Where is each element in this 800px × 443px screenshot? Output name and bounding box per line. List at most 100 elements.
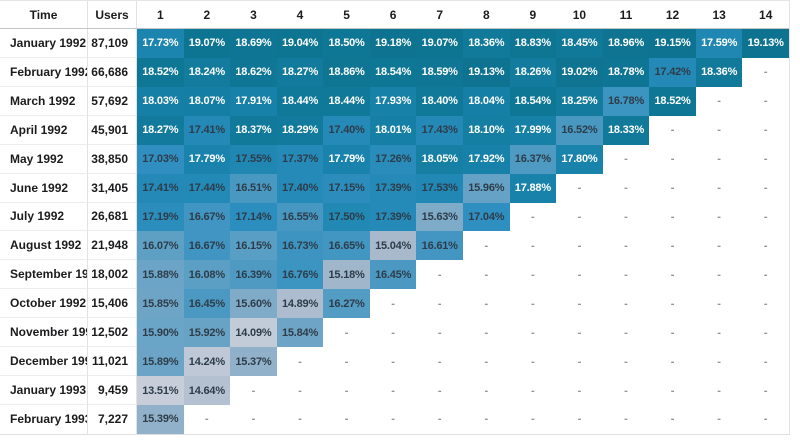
retention-cell: 16.45%	[369, 260, 417, 290]
empty-cell: -	[484, 268, 489, 281]
retention-cell: 17.99%	[509, 115, 557, 145]
table-row: August 1992 21,948 16.07% 16.67% 16.15% 16.73…	[0, 231, 789, 261]
empty-cell: -	[624, 268, 628, 281]
column-header-period: 14	[759, 7, 773, 22]
empty-cell: -	[670, 326, 675, 339]
column-header-period: 5	[343, 7, 350, 22]
empty-cell: -	[670, 210, 675, 223]
retention-cell: 17.91%	[230, 86, 277, 116]
retention-cell: 19.02%	[556, 57, 603, 87]
empty-cell: -	[251, 384, 256, 397]
users-cell: 11,021	[88, 347, 137, 377]
empty-cell: -	[624, 153, 628, 166]
retention-cell: 17.43%	[416, 115, 463, 145]
empty-cell: -	[531, 210, 535, 223]
empty-cell: -	[624, 297, 628, 310]
empty-cell: -	[531, 355, 535, 368]
retention-cell: 15.92%	[183, 318, 231, 348]
retention-cell: 16.07%	[137, 231, 184, 261]
retention-cell: 18.01%	[369, 115, 417, 145]
column-header-period: 13	[712, 7, 726, 22]
month-cell: December 1992	[0, 347, 88, 377]
empty-cell: -	[670, 384, 675, 397]
empty-cell: -	[717, 355, 721, 368]
empty-cell: -	[577, 413, 582, 426]
retention-cell: 13.51%	[137, 376, 184, 405]
empty-cell: -	[484, 326, 489, 339]
retention-cell: 19.07%	[183, 29, 231, 58]
empty-cell: -	[763, 297, 768, 310]
retention-cell: 17.41%	[137, 173, 184, 203]
users-cell: 66,686	[88, 57, 137, 87]
empty-cell: -	[437, 326, 442, 339]
column-header-period: 7	[436, 7, 444, 22]
table-row: November 199212,50215.90%15.92%14.09%15.…	[0, 318, 789, 348]
table-row: February 1993 7,227 15.39% - - - - - - - - - - - - -	[0, 404, 789, 434]
empty-cell: -	[577, 297, 582, 310]
month-cell: June 1992	[0, 173, 88, 203]
retention-cell: 15.90%	[137, 318, 184, 348]
empty-cell: -	[670, 297, 675, 310]
empty-cell: -	[577, 239, 582, 252]
empty-cell: -	[624, 182, 628, 195]
retention-cell: 18.37%	[230, 115, 277, 145]
table-row: July 1992 26,681 17.19% 16.67% 17.14% 16.55% 1…	[0, 202, 789, 232]
empty-cell: -	[484, 384, 489, 397]
empty-cell: -	[670, 182, 675, 195]
retention-cell: 18.25%	[556, 86, 603, 116]
retention-cell: 18.36%	[695, 57, 743, 87]
empty-cell: -	[531, 297, 535, 310]
retention-cell: 14.64%	[183, 376, 231, 405]
table-row: January 1993 9,459 13.51% 14.64% - - - - - - - - - - -…	[0, 376, 789, 405]
retention-cell: 17.92%	[463, 144, 510, 174]
retention-cell: 18.54%	[369, 57, 417, 87]
retention-cell: 16.51%	[230, 173, 277, 203]
column-header-period: 10	[572, 7, 587, 22]
retention-cell: 16.08%	[183, 260, 231, 290]
retention-cell: 18.07%	[183, 86, 231, 116]
retention-cell: 17.93%	[369, 86, 417, 116]
empty-cell: -	[763, 384, 768, 397]
retention-cell: 17.59%	[695, 29, 743, 58]
retention-cell: 14.24%	[183, 347, 231, 377]
retention-cell: 18.86%	[323, 57, 370, 87]
month-cell: January 1993	[0, 376, 88, 405]
retention-cell: 18.44%	[276, 86, 324, 116]
month-cell: October 1992	[0, 289, 88, 319]
empty-cell: -	[391, 384, 395, 397]
users-cell: 57,692	[88, 86, 137, 116]
retention-cell: 18.04%	[463, 86, 510, 116]
retention-cell: 18.27%	[276, 57, 324, 87]
retention-cell: 15.39%	[137, 404, 184, 434]
column-header-period: 2	[203, 7, 211, 22]
empty-cell: -	[484, 355, 489, 368]
empty-cell: -	[484, 239, 489, 252]
month-cell: September 1992	[0, 260, 88, 290]
empty-cell: -	[298, 384, 302, 397]
column-header-users: Users	[88, 1, 137, 28]
retention-cell: 16.67%	[183, 202, 231, 232]
empty-cell: -	[763, 124, 768, 137]
retention-cell: 18.96%	[602, 29, 650, 58]
retention-cell: 17.42%	[649, 57, 696, 87]
retention-cell: 16.37%	[509, 144, 557, 174]
table-row: October 1992 15,406 15.85% 16.45% 15.60% 14.8…	[0, 289, 789, 319]
empty-cell: -	[763, 326, 768, 339]
users-cell: 38,850	[88, 144, 137, 174]
table-row: June 1992 31,405 17.41% 17.44% 16.51% 17.40% 1…	[0, 173, 789, 203]
empty-cell: -	[391, 355, 395, 368]
column-header-period: 9	[529, 7, 537, 22]
empty-cell: -	[624, 384, 628, 397]
empty-cell: -	[531, 326, 535, 339]
retention-cell: 17.40%	[323, 115, 370, 145]
retention-cell: 18.52%	[649, 86, 696, 116]
empty-cell: -	[298, 355, 302, 368]
empty-cell: -	[344, 355, 349, 368]
retention-cell: 18.03%	[137, 86, 184, 116]
users-cell: 9,459	[88, 376, 137, 405]
table-row: September 199218,00215.88%16.08%16.39%16…	[0, 260, 789, 290]
empty-cell: -	[577, 210, 582, 223]
retention-cell: 17.40%	[276, 173, 324, 203]
